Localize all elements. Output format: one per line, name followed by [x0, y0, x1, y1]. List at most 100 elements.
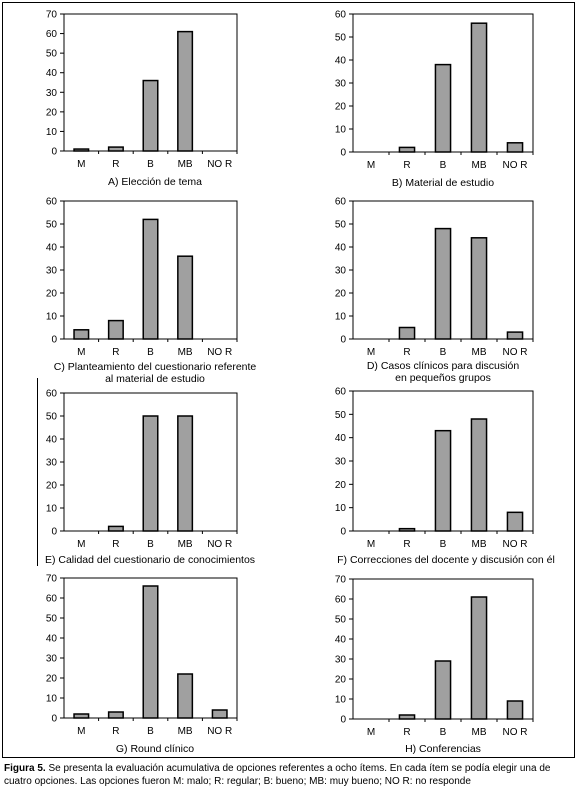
- bar-b: [434, 660, 452, 720]
- x-tick-label: NO R: [503, 539, 528, 550]
- x-tick-label: M: [367, 160, 375, 171]
- y-tick-label: 30: [335, 266, 347, 277]
- x-tick-label: R: [403, 727, 410, 738]
- y-tick-label: 10: [335, 695, 347, 706]
- y-tick-label: 70: [335, 575, 347, 586]
- x-tick-label: MB: [472, 347, 487, 358]
- bar-r: [398, 146, 416, 153]
- divider-line: [37, 378, 38, 566]
- y-tick-label: 60: [335, 10, 347, 21]
- figure-caption: Figura 5. Se presenta la evaluación acum…: [4, 762, 576, 788]
- y-tick-label: 20: [46, 674, 58, 685]
- figure-caption-text: Se presenta la evaluación acumulativa de…: [4, 763, 551, 787]
- bar-no-r: [506, 700, 524, 720]
- x-tick-label: MB: [472, 539, 487, 550]
- x-tick-label: B: [440, 160, 447, 171]
- x-tick-label: B: [147, 726, 154, 737]
- y-tick-label: 0: [51, 527, 57, 538]
- x-tick-label: B: [440, 539, 447, 550]
- chart-svg: 0 10 20 30 40 50 60 M R B MB NO R: [46, 197, 238, 358]
- y-tick-label: 50: [335, 615, 347, 626]
- x-tick-label: MB: [178, 539, 193, 550]
- y-tick-label: 40: [46, 68, 58, 79]
- bar-no-r: [211, 709, 228, 719]
- x-tick-label: MB: [178, 347, 193, 358]
- y-tick-label: 30: [46, 266, 58, 277]
- bar-mb: [177, 673, 194, 719]
- x-tick-label: R: [403, 347, 410, 358]
- bar-mb: [177, 30, 194, 152]
- x-tick-label: B: [147, 347, 154, 358]
- y-tick-label: 0: [340, 148, 346, 159]
- bar-mb: [470, 596, 488, 720]
- x-tick-label: M: [77, 159, 85, 170]
- bar-b: [142, 79, 159, 152]
- chart-svg: 0 10 20 30 40 50 60 M R B MB NO R: [335, 197, 534, 358]
- figure-frame: [2, 2, 575, 758]
- x-tick-label: B: [147, 159, 154, 170]
- y-tick-label: 30: [335, 79, 347, 90]
- y-tick-label: 20: [46, 289, 58, 300]
- x-tick-label: R: [112, 539, 119, 550]
- y-tick-label: 10: [335, 125, 347, 136]
- x-tick-label: NO R: [207, 726, 232, 737]
- y-tick-label: 20: [335, 675, 347, 686]
- x-tick-label: MB: [178, 726, 193, 737]
- y-tick-label: 70: [46, 10, 58, 21]
- chart-caption: H) Conferencias: [405, 743, 481, 755]
- y-tick-label: 70: [46, 574, 58, 585]
- y-tick-label: 30: [46, 654, 58, 665]
- y-tick-label: 40: [335, 433, 347, 444]
- figure-caption-label: Figura 5.: [4, 763, 46, 774]
- y-tick-label: 10: [46, 504, 58, 515]
- y-tick-label: 10: [46, 312, 58, 323]
- chart-caption: G) Round clínico: [115, 743, 195, 755]
- bar-b: [142, 415, 159, 532]
- bar-m: [73, 148, 90, 152]
- x-tick-label: M: [367, 539, 375, 550]
- x-tick-label: MB: [472, 727, 487, 738]
- y-tick-label: 0: [51, 714, 57, 725]
- bar-no-r: [506, 142, 524, 153]
- y-tick-label: 0: [340, 335, 346, 346]
- y-tick-label: 60: [46, 197, 58, 208]
- y-tick-label: 40: [335, 56, 347, 67]
- x-tick-label: R: [112, 159, 119, 170]
- x-tick-label: M: [77, 726, 85, 737]
- x-tick-label: MB: [472, 160, 487, 171]
- bar-m: [73, 329, 90, 340]
- y-tick-label: 30: [46, 88, 58, 99]
- chart-svg: 0 10 20 30 40 50 60 70 M R B MB NO R: [46, 10, 238, 170]
- chart-caption: C) Planteamiento del cuestionario refere…: [53, 361, 257, 385]
- x-tick-label: NO R: [503, 160, 528, 171]
- chart-svg: 0 10 20 30 40 50 60 70 M R B MB NO R: [335, 575, 534, 738]
- y-tick-label: 60: [46, 389, 58, 400]
- y-tick-label: 50: [335, 33, 347, 44]
- bar-r: [107, 711, 124, 719]
- bar-r: [107, 525, 124, 532]
- x-tick-label: R: [403, 539, 410, 550]
- x-tick-label: R: [112, 347, 119, 358]
- x-tick-label: B: [440, 727, 447, 738]
- bar-r: [398, 714, 416, 720]
- y-tick-label: 0: [340, 715, 346, 726]
- x-tick-label: NO R: [503, 347, 528, 358]
- x-tick-label: M: [367, 727, 375, 738]
- y-tick-label: 50: [335, 220, 347, 231]
- chart-caption: E) Calidad del cuestionario de conocimie…: [44, 554, 256, 566]
- x-tick-label: M: [367, 347, 375, 358]
- y-tick-label: 20: [46, 107, 58, 118]
- y-tick-label: 60: [46, 594, 58, 605]
- x-tick-label: NO R: [207, 347, 232, 358]
- y-tick-label: 0: [51, 335, 57, 346]
- bar-mb: [470, 237, 488, 340]
- bar-mb: [470, 22, 488, 153]
- x-tick-label: B: [147, 539, 154, 550]
- chart-caption: D) Casos clínicos para discusión en pequ…: [366, 360, 520, 384]
- x-tick-label: MB: [178, 159, 193, 170]
- y-tick-label: 0: [340, 527, 346, 538]
- y-tick-label: 40: [46, 634, 58, 645]
- y-tick-label: 0: [51, 147, 57, 158]
- y-tick-label: 50: [46, 412, 58, 423]
- bar-b: [434, 429, 452, 532]
